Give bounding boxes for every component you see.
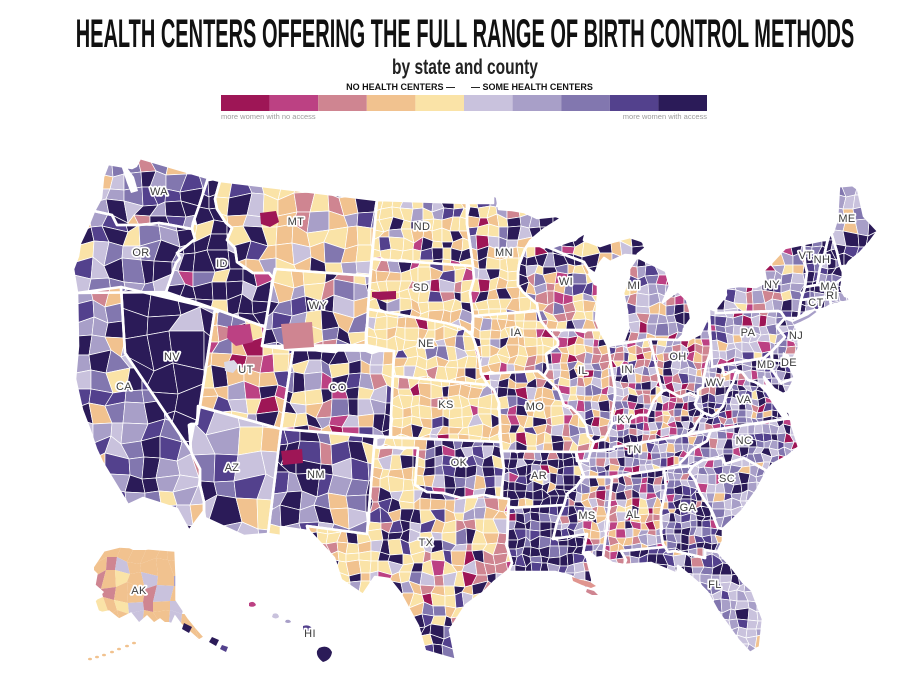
svg-text:AZ: AZ xyxy=(225,462,240,474)
svg-text:ME: ME xyxy=(838,213,855,225)
svg-text:CT: CT xyxy=(808,297,823,309)
svg-text:AK: AK xyxy=(131,585,147,597)
svg-text:more women with no access: more women with no access xyxy=(221,112,316,121)
svg-text:ID: ID xyxy=(216,258,228,270)
svg-text:NC: NC xyxy=(736,435,753,447)
svg-text:AL: AL xyxy=(626,509,640,521)
svg-text:TN: TN xyxy=(626,444,641,456)
svg-text:OK: OK xyxy=(451,457,468,469)
svg-text:TX: TX xyxy=(419,537,434,549)
svg-text:IL: IL xyxy=(578,365,588,377)
svg-text:WV: WV xyxy=(706,377,725,389)
svg-text:MS: MS xyxy=(578,510,595,522)
svg-text:NV: NV xyxy=(164,351,180,363)
svg-text:CA: CA xyxy=(116,381,132,393)
svg-text:VA: VA xyxy=(737,394,752,406)
svg-text:RI: RI xyxy=(826,290,838,302)
svg-text:NO HEALTH CENTERS —: NO HEALTH CENTERS — xyxy=(346,82,455,92)
svg-text:KS: KS xyxy=(438,399,453,411)
svg-text:by state and county: by state and county xyxy=(392,55,539,79)
svg-text:MN: MN xyxy=(495,247,513,259)
svg-text:VT: VT xyxy=(799,250,814,262)
svg-text:NY: NY xyxy=(764,279,780,291)
svg-text:HEALTH CENTERS OFFERING THE FU: HEALTH CENTERS OFFERING THE FULL RANGE O… xyxy=(76,10,855,56)
svg-text:SC: SC xyxy=(719,473,735,485)
svg-text:MD: MD xyxy=(757,359,775,371)
svg-text:OH: OH xyxy=(669,351,686,363)
svg-text:OR: OR xyxy=(132,247,149,259)
svg-text:IA: IA xyxy=(510,327,521,339)
svg-text:NH: NH xyxy=(814,254,831,266)
svg-text:ND: ND xyxy=(414,221,431,233)
svg-text:KY: KY xyxy=(617,414,633,426)
svg-text:IN: IN xyxy=(621,364,633,376)
svg-text:MT: MT xyxy=(288,216,305,228)
svg-text:GA: GA xyxy=(680,502,697,514)
svg-text:AR: AR xyxy=(531,470,547,482)
svg-text:CO: CO xyxy=(329,382,346,394)
svg-text:DE: DE xyxy=(781,357,797,369)
svg-text:NE: NE xyxy=(418,338,434,350)
svg-text:HI: HI xyxy=(304,628,316,640)
svg-text:WA: WA xyxy=(150,186,168,198)
svg-text:FL: FL xyxy=(708,579,722,591)
svg-text:MI: MI xyxy=(627,280,640,292)
svg-text:UT: UT xyxy=(238,364,253,376)
svg-text:more women with access: more women with access xyxy=(623,112,707,121)
svg-text:NJ: NJ xyxy=(789,330,803,342)
svg-text:SD: SD xyxy=(413,282,429,294)
svg-text:PA: PA xyxy=(741,327,756,339)
svg-text:— SOME HEALTH CENTERS: — SOME HEALTH CENTERS xyxy=(471,82,593,92)
svg-text:MO: MO xyxy=(526,401,545,413)
svg-text:NM: NM xyxy=(307,469,325,481)
svg-text:WI: WI xyxy=(559,276,573,288)
svg-text:WY: WY xyxy=(309,300,328,312)
svg-text:MA: MA xyxy=(820,281,838,293)
